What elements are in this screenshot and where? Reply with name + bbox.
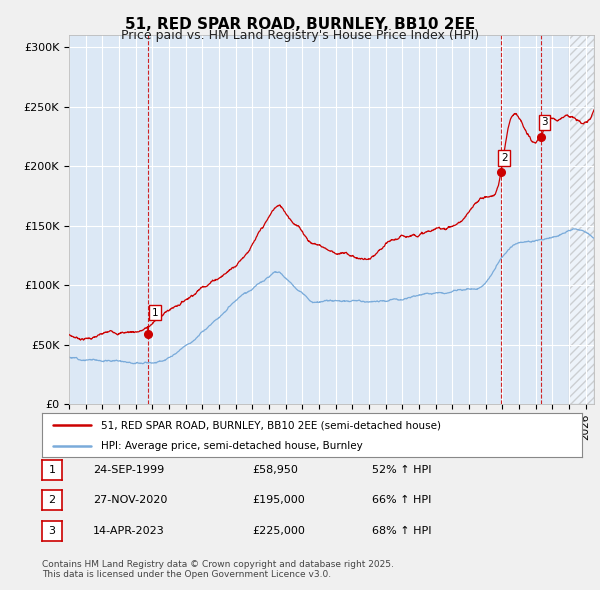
Text: 2: 2 (49, 496, 55, 505)
Bar (569, 35, 594, 404)
Text: Contains HM Land Registry data © Crown copyright and database right 2025.
This d: Contains HM Land Registry data © Crown c… (42, 560, 394, 579)
Text: 14-APR-2023: 14-APR-2023 (93, 526, 165, 536)
Text: 1: 1 (49, 465, 55, 474)
Text: 52% ↑ HPI: 52% ↑ HPI (372, 465, 431, 474)
Text: £225,000: £225,000 (252, 526, 305, 536)
Text: 51, RED SPAR ROAD, BURNLEY, BB10 2EE: 51, RED SPAR ROAD, BURNLEY, BB10 2EE (125, 17, 475, 31)
Text: 51, RED SPAR ROAD, BURNLEY, BB10 2EE (semi-detached house): 51, RED SPAR ROAD, BURNLEY, BB10 2EE (se… (101, 421, 442, 430)
Text: 24-SEP-1999: 24-SEP-1999 (93, 465, 164, 474)
Text: HPI: Average price, semi-detached house, Burnley: HPI: Average price, semi-detached house,… (101, 441, 363, 451)
Text: 1: 1 (152, 307, 158, 317)
Text: 2: 2 (501, 153, 508, 163)
Text: 3: 3 (541, 117, 548, 127)
Text: Price paid vs. HM Land Registry's House Price Index (HPI): Price paid vs. HM Land Registry's House … (121, 30, 479, 42)
Text: 68% ↑ HPI: 68% ↑ HPI (372, 526, 431, 536)
Text: £58,950: £58,950 (252, 465, 298, 474)
Text: 27-NOV-2020: 27-NOV-2020 (93, 496, 167, 505)
Text: 66% ↑ HPI: 66% ↑ HPI (372, 496, 431, 505)
Text: 3: 3 (49, 526, 55, 536)
Text: £195,000: £195,000 (252, 496, 305, 505)
